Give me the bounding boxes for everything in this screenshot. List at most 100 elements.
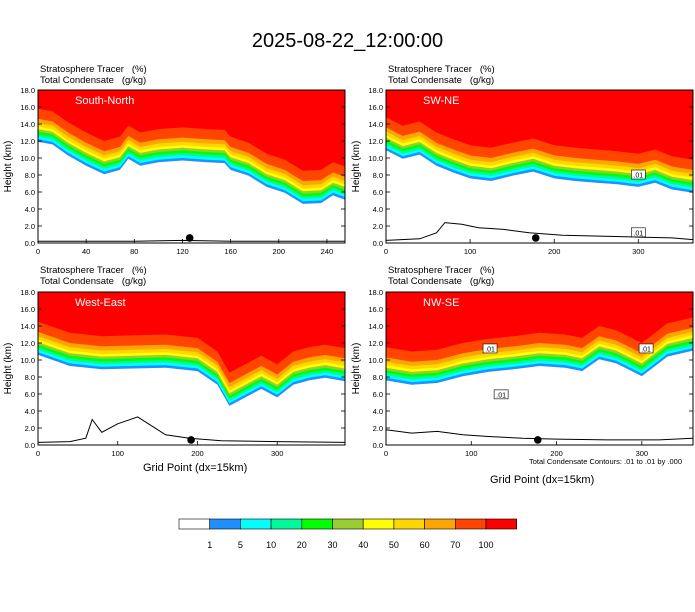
x-tick-label: 100 [464, 247, 477, 256]
legend-swatch [240, 518, 272, 530]
y-tick-label: 10.0 [20, 154, 35, 163]
x-tick-label: 200 [273, 247, 286, 256]
y-axis-title: Height (km) [3, 141, 14, 193]
contour-label: .01 [633, 230, 643, 237]
x-tick-label: 100 [111, 449, 124, 458]
y-tick-label: 2.0 [25, 424, 35, 433]
y-tick-label: 16.0 [368, 103, 383, 112]
field-label-tracer: Stratosphere Tracer (%) [388, 265, 495, 276]
panel-sw-ne: .01 .01 SW-NE 0.0 2.0 4.0 6.0 8.0 10.0 12.0 14.0 16… [348, 85, 695, 265]
legend-level-label: 5 [238, 540, 243, 550]
terrain-line [38, 416, 345, 443]
tracer-band [38, 90, 345, 171]
legend-swatch [301, 518, 333, 530]
location-marker [185, 234, 194, 242]
y-axis-title: Height (km) [351, 343, 362, 395]
y-axis-title: Height (km) [351, 141, 362, 193]
y-tick-label: 6.0 [373, 390, 383, 399]
panel-2-header: Stratosphere Tracer (%) Total Condensate… [388, 64, 495, 86]
plot-frame [37, 89, 346, 244]
contour-label: .01 [485, 346, 495, 353]
field-label-condensate: Total Condensate (g/kg) [388, 276, 495, 287]
contour-label-box [482, 343, 498, 354]
y-tick-label: 6.0 [25, 390, 35, 399]
contour-label-box [638, 343, 654, 354]
legend-swatch [393, 518, 425, 530]
x-tick-label: 300 [632, 247, 645, 256]
contour-label: .01 [633, 173, 643, 180]
y-tick-label: 4.0 [373, 205, 383, 214]
legend-level-label: 1 [207, 540, 212, 550]
y-tick-label: 2.0 [373, 222, 383, 231]
panel-label: SW-NE [423, 95, 459, 107]
panel-nw-se: .01 .01 .01 NW-SE 0.0 2.0 4.0 6.0 8.0 10.0 12.0 14.… [348, 287, 695, 467]
y-tick-label: 10.0 [20, 356, 35, 365]
panel-1-header: Stratosphere Tracer (%) Total Condensate… [40, 64, 147, 86]
legend-swatch [332, 518, 364, 530]
x-tick-label: 300 [636, 449, 649, 458]
legend-swatch [270, 518, 303, 530]
x-tick-label: 40 [82, 247, 90, 256]
x-tick-label: 0 [36, 247, 40, 256]
y-tick-label: 12.0 [368, 137, 383, 146]
legend-colorbar: 1 5 10 20 30 40 50 60 70 100 [178, 518, 518, 550]
legend-level-label: 30 [327, 540, 337, 550]
legend-swatch [454, 518, 487, 530]
y-tick-label: 10.0 [368, 356, 383, 365]
field-label-condensate: Total Condensate (g/kg) [40, 276, 147, 287]
tracer-band [38, 292, 345, 373]
y-tick-label: 12.0 [20, 339, 35, 348]
plot-frame [385, 89, 694, 244]
y-tick-label: 0.0 [373, 239, 383, 248]
legend-level-label: 40 [358, 540, 368, 550]
y-tick-label: 12.0 [20, 137, 35, 146]
x-tick-label: 0 [384, 449, 388, 458]
panel-label: West-East [75, 297, 126, 309]
plot-area: .01 .01 .01 [386, 292, 693, 445]
x-tick-label: 100 [465, 449, 478, 458]
contour-label: .01 [641, 346, 651, 353]
panel-3-header: Stratosphere Tracer (%) Total Condensate… [40, 265, 147, 287]
contour-label-box [631, 169, 646, 180]
location-marker [531, 234, 540, 242]
legend-swatch [485, 518, 518, 530]
y-tick-label: 16.0 [368, 305, 383, 314]
x-tick-label: 0 [36, 449, 40, 458]
x-tick-label: 200 [191, 449, 204, 458]
field-label-tracer: Stratosphere Tracer (%) [388, 64, 495, 75]
tracer-band [386, 292, 693, 352]
field-label-condensate: Total Condensate (g/kg) [388, 75, 495, 86]
cross-section-plot: West-East 0.0 2.0 4.0 6.0 8.0 10.0 12.0 14.0 16.0… [3, 288, 346, 458]
y-tick-label: 8.0 [373, 373, 383, 382]
x-tick-label: 240 [321, 247, 334, 256]
y-tick-label: 6.0 [25, 188, 35, 197]
y-tick-label: 14.0 [20, 120, 35, 129]
y-tick-label: 18.0 [20, 288, 35, 297]
panel-south-north: South-North 0.0 2.0 4.0 6.0 8.0 10.0 12.0 14.0 16… [0, 85, 350, 265]
legend-level-label: 60 [420, 540, 430, 550]
y-tick-label: 8.0 [25, 373, 35, 382]
y-tick-label: 4.0 [25, 205, 35, 214]
field-label-tracer: Stratosphere Tracer (%) [40, 265, 147, 276]
legend-level-label: 50 [389, 540, 399, 550]
color-legend: 1 5 10 20 30 40 50 60 70 100 [178, 518, 523, 563]
legend-swatch [424, 518, 456, 530]
y-tick-label: 14.0 [20, 322, 35, 331]
y-tick-label: 14.0 [368, 120, 383, 129]
plot-frame [385, 291, 694, 446]
legend-level-label: 20 [297, 540, 307, 550]
tracer-band [386, 90, 693, 160]
plot-area [38, 90, 345, 243]
y-tick-label: 8.0 [25, 171, 35, 180]
legend-level-label: 100 [478, 540, 493, 550]
y-tick-label: 0.0 [373, 441, 383, 450]
x-tick-label: 200 [550, 449, 563, 458]
y-tick-label: 4.0 [25, 407, 35, 416]
y-tick-label: 0.0 [25, 239, 35, 248]
legend-level-label: 10 [266, 540, 276, 550]
plot-area: .01 .01 [386, 90, 693, 243]
x-tick-label: 160 [224, 247, 237, 256]
y-tick-label: 18.0 [368, 86, 383, 95]
panel-label: South-North [75, 95, 134, 107]
x-tick-label: 0 [384, 247, 388, 256]
